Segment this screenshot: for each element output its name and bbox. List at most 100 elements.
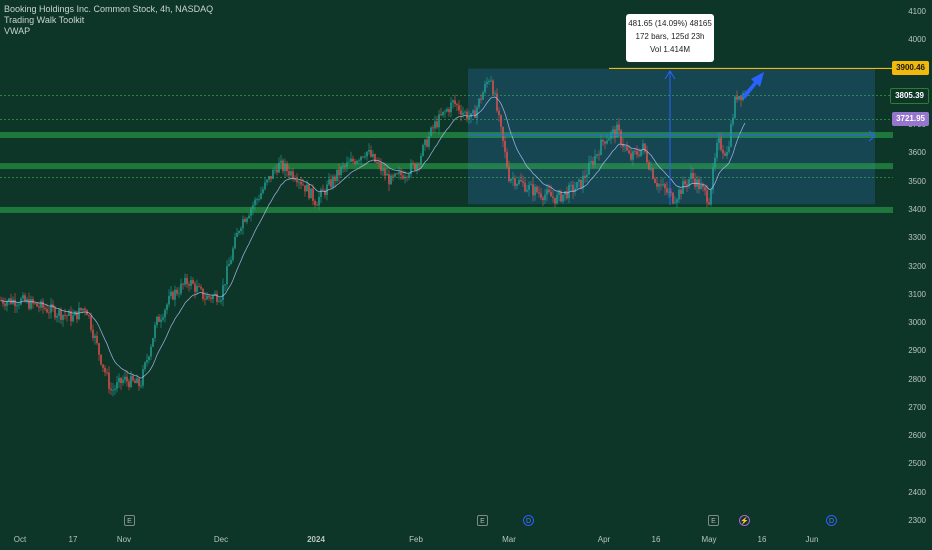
candle-body — [370, 149, 372, 157]
candle-body — [326, 184, 328, 195]
symbol-title[interactable]: Booking Holdings Inc. Common Stock, 4h, … — [4, 4, 214, 14]
range-midline-arrow-head — [868, 130, 876, 142]
measure-tooltip: 481.65 (14.09%) 48165 172 bars, 125d 23h… — [626, 14, 714, 62]
candle-body — [558, 191, 560, 195]
candle-body — [506, 151, 508, 167]
candle-body — [28, 299, 30, 309]
candle-body — [46, 309, 48, 313]
candle-body — [510, 179, 512, 182]
candle-body — [238, 231, 240, 233]
candle-body — [704, 187, 706, 191]
candle-body — [662, 184, 664, 186]
candle-body — [378, 162, 380, 164]
candle-body — [484, 83, 486, 93]
indicator-vwap[interactable]: VWAP — [4, 26, 31, 36]
candle-body — [118, 377, 120, 383]
price-tick-label: 3400 — [908, 204, 926, 214]
candle-body — [678, 189, 680, 200]
candle-body — [710, 189, 712, 205]
measure-volume: Vol 1.414M — [649, 45, 691, 54]
candle-body — [564, 191, 566, 195]
support-zone — [0, 132, 893, 139]
candle-body — [334, 176, 336, 182]
candle-body — [590, 160, 592, 163]
candle-body — [8, 298, 10, 302]
candle-body — [716, 142, 718, 158]
candle-body — [642, 143, 644, 150]
candle-body — [630, 153, 632, 160]
candle-body — [396, 173, 398, 175]
candle-body — [382, 168, 384, 172]
candle-body — [674, 202, 676, 204]
candle-body — [240, 228, 242, 232]
price-tick-label: 2600 — [908, 431, 926, 441]
candle-body — [104, 367, 106, 373]
candle-body — [500, 115, 502, 127]
candle-body — [174, 289, 176, 300]
price-tick-label: 2700 — [908, 402, 926, 412]
earnings-event-icon[interactable]: E — [124, 515, 135, 526]
candle-body — [658, 184, 660, 187]
candle-body — [300, 181, 302, 185]
candle-body — [280, 160, 282, 163]
candle-body — [42, 301, 44, 308]
candle-body — [72, 315, 74, 322]
candle-body — [62, 314, 64, 320]
candle-body — [656, 183, 658, 187]
candle-body — [454, 100, 456, 105]
candle-body — [670, 191, 672, 193]
candle-body — [292, 171, 294, 179]
candle-body — [432, 127, 434, 129]
candle-body — [734, 96, 736, 118]
candle-body — [296, 180, 298, 183]
candle-body — [512, 178, 514, 180]
candle-body — [726, 151, 728, 156]
candle-body — [276, 169, 278, 173]
candle-body — [148, 356, 150, 361]
candle-body — [206, 295, 208, 300]
candle-body — [366, 151, 368, 157]
candle-body — [304, 185, 306, 192]
candle-body — [616, 124, 618, 138]
candle-body — [714, 157, 716, 168]
candle-body — [458, 105, 460, 111]
candle-body — [638, 154, 640, 156]
dividend-event-icon[interactable]: D — [826, 515, 837, 526]
candle-body — [600, 139, 602, 155]
candle-body — [262, 189, 264, 194]
candle-body — [466, 111, 468, 120]
price-tick-label: 2300 — [908, 516, 926, 525]
candle-body — [712, 167, 714, 190]
indicator-trading-walk[interactable]: Trading Walk Toolkit — [4, 15, 85, 25]
dividend-event-icon[interactable]: D — [523, 515, 534, 526]
candle-body — [210, 297, 212, 299]
candle-body — [592, 160, 594, 165]
candle-body — [32, 299, 34, 304]
candle-body — [236, 232, 238, 237]
candle-body — [340, 167, 342, 176]
candle-body — [550, 192, 552, 197]
candle-body — [68, 311, 70, 316]
candle-body — [624, 146, 626, 148]
split-event-icon[interactable]: ⚡ — [739, 515, 750, 526]
earnings-event-icon[interactable]: E — [708, 515, 719, 526]
candle-body — [736, 96, 738, 100]
candle-body — [474, 110, 476, 118]
candle-body — [224, 284, 226, 286]
candle-body — [274, 169, 276, 171]
candle-body — [526, 189, 528, 192]
candle-body — [50, 304, 52, 313]
measure-arrow-head — [664, 70, 676, 80]
earnings-event-icon[interactable]: E — [477, 515, 488, 526]
candle-body — [166, 304, 168, 310]
candle-body — [76, 311, 78, 320]
candle-body — [376, 161, 378, 163]
candle-body — [110, 388, 112, 391]
candle-body — [116, 382, 118, 389]
price-tick-label: 3000 — [908, 318, 926, 328]
candle-body — [606, 140, 608, 144]
candle-body — [222, 285, 224, 301]
price-tick-label: 2400 — [908, 487, 926, 497]
candle-body — [178, 293, 180, 295]
